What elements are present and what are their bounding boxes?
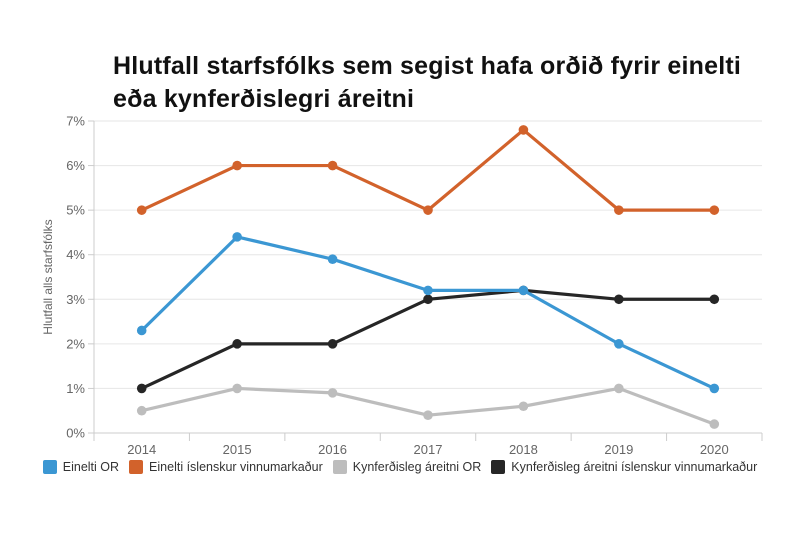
data-point-einelti-or-2018[interactable] xyxy=(518,285,529,296)
legend-item-einelti-islenskur-vinnumarkadur[interactable]: Einelti íslenskur vinnumarkaður xyxy=(129,460,323,474)
data-point-einelti-islenskur-vinnumarkadur-2014[interactable] xyxy=(136,205,147,215)
y-tick-label: 6% xyxy=(66,158,85,173)
data-point-kynferdisleg-areitni-islenskur-vinnumarkadur-2019[interactable] xyxy=(614,294,624,305)
y-tick-label: 0% xyxy=(66,426,85,441)
data-point-einelti-or-2017[interactable] xyxy=(423,285,433,296)
legend-label-einelti-islenskur-vinnumarkadur: Einelti íslenskur vinnumarkaður xyxy=(149,460,323,474)
data-point-kynferdisleg-areitni-or-2017[interactable] xyxy=(423,410,433,420)
data-point-kynferdisleg-areitni-or-2016[interactable] xyxy=(327,388,338,398)
series-line-einelti-islenskur-vinnumarkadur xyxy=(140,128,716,212)
data-point-einelti-or-2019[interactable] xyxy=(614,339,624,349)
legend-label-kynferdisleg-areitni-islenskur-vinnumarkadur: Kynferðisleg áreitni íslenskur vinnumark… xyxy=(511,460,758,474)
y-tick-label: 4% xyxy=(66,247,85,262)
x-tick-label-2018: 2018 xyxy=(509,442,538,457)
data-point-kynferdisleg-areitni-or-2015[interactable] xyxy=(232,383,242,394)
data-point-einelti-or-2020[interactable] xyxy=(709,383,720,394)
x-tick-label-2019: 2019 xyxy=(604,442,633,457)
data-point-kynferdisleg-areitni-islenskur-vinnumarkadur-2014[interactable] xyxy=(136,383,147,394)
data-point-kynferdisleg-areitni-islenskur-vinnumarkadur-2015[interactable] xyxy=(232,339,242,349)
y-tick-label: 1% xyxy=(66,381,85,396)
x-tick-label-2016: 2016 xyxy=(318,442,347,457)
y-tick-label: 7% xyxy=(66,114,85,129)
legend-item-einelti-or[interactable]: Einelti OR xyxy=(42,460,120,474)
data-point-einelti-or-2016[interactable] xyxy=(327,254,338,264)
data-point-einelti-or-2014[interactable] xyxy=(136,325,147,336)
data-point-einelti-or-2015[interactable] xyxy=(232,232,242,242)
y-tick-label: 2% xyxy=(66,336,85,351)
data-point-einelti-islenskur-vinnumarkadur-2019[interactable] xyxy=(614,205,624,215)
data-point-kynferdisleg-areitni-or-2014[interactable] xyxy=(136,405,147,416)
x-tick-label-2017: 2017 xyxy=(414,442,443,457)
x-tick-label-2015: 2015 xyxy=(223,442,252,457)
data-point-kynferdisleg-areitni-islenskur-vinnumarkadur-2017[interactable] xyxy=(423,294,433,305)
legend-label-kynferdisleg-areitni-or: Kynferðisleg áreitni OR xyxy=(352,460,482,474)
legend-item-kynferdisleg-areitni-or[interactable]: Kynferðisleg áreitni OR xyxy=(332,460,482,474)
x-tick-label-2014: 2014 xyxy=(127,442,156,457)
data-point-einelti-islenskur-vinnumarkadur-2020[interactable] xyxy=(709,205,720,215)
legend-swatch-einelti-or xyxy=(42,460,57,474)
legend-item-kynferdisleg-areitni-islenskur-vinnumarkadur[interactable]: Kynferðisleg áreitni íslenskur vinnumark… xyxy=(491,460,757,474)
legend: Einelti OR Einelti íslenskur vinnumarkaðu… xyxy=(0,460,800,474)
data-point-einelti-islenskur-vinnumarkadur-2015[interactable] xyxy=(232,160,242,171)
y-tick-label: 3% xyxy=(66,292,85,307)
data-point-kynferdisleg-areitni-or-2019[interactable] xyxy=(614,383,624,394)
series-line-einelti-or xyxy=(140,235,716,391)
data-point-kynferdisleg-areitni-islenskur-vinnumarkadur-2020[interactable] xyxy=(709,294,720,305)
chart-title: Hlutfall starfsfólks sem segist hafa orð… xyxy=(113,52,742,113)
legend-label-einelti-or: Einelti OR xyxy=(62,460,120,474)
data-point-kynferdisleg-areitni-or-2018[interactable] xyxy=(518,401,529,412)
x-tick-label-2020: 2020 xyxy=(700,442,729,457)
data-point-einelti-islenskur-vinnumarkadur-2016[interactable] xyxy=(327,160,338,171)
data-point-einelti-islenskur-vinnumarkadur-2017[interactable] xyxy=(423,205,433,215)
y-tick-label: 5% xyxy=(66,203,85,218)
legend-swatch-kynferdisleg-areitni-islenskur-vinnumarkadur xyxy=(491,460,506,474)
data-point-kynferdisleg-areitni-or-2020[interactable] xyxy=(709,419,720,429)
legend-swatch-kynferdisleg-areitni-or xyxy=(332,460,347,474)
data-point-einelti-islenskur-vinnumarkadur-2018[interactable] xyxy=(518,125,529,135)
series-line-kynferdisleg-areitni-islenskur-vinnumarkadur xyxy=(140,288,716,391)
data-point-kynferdisleg-areitni-islenskur-vinnumarkadur-2016[interactable] xyxy=(327,339,338,349)
legend-swatch-einelti-islenskur-vinnumarkadur xyxy=(129,460,144,474)
